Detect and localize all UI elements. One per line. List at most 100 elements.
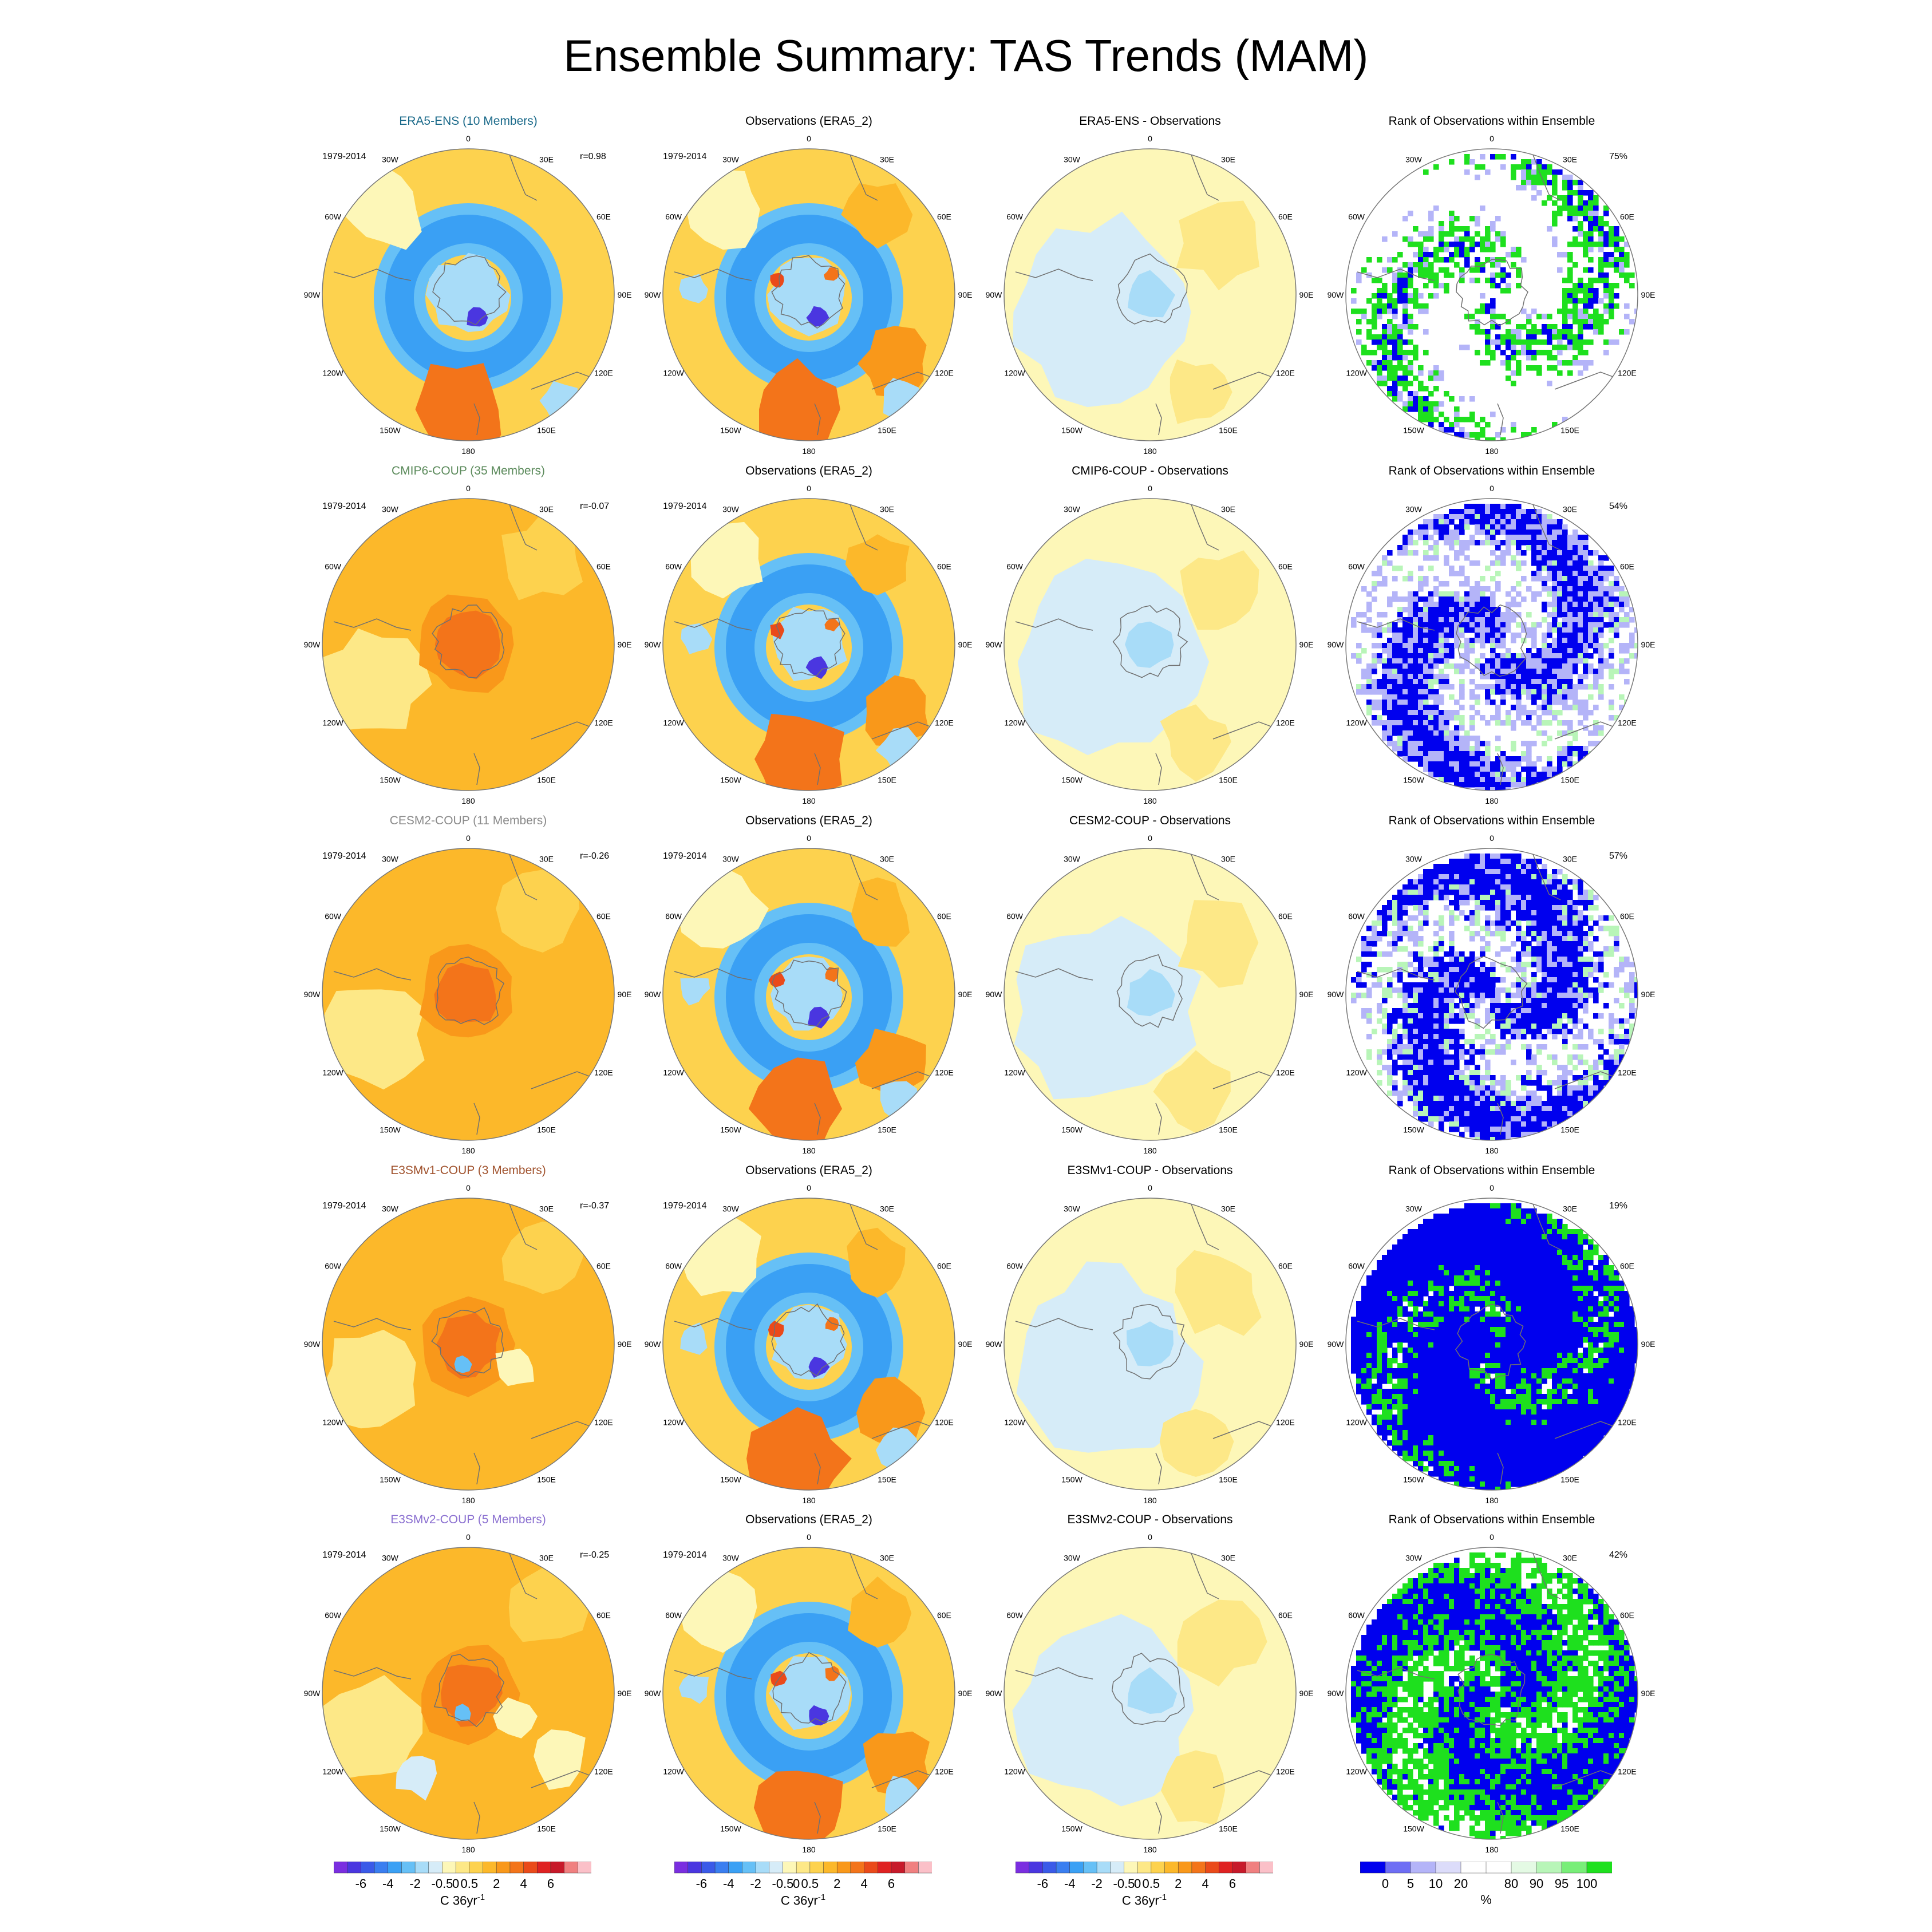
longitude-label: 30E [539, 1204, 554, 1214]
longitude-label: 30W [1064, 155, 1081, 164]
longitude-label: 120W [322, 1068, 343, 1077]
longitude-label: 0 [466, 1532, 471, 1542]
ensemble-map: 0 30E 60E 90E 120E 150E 180 150W 120W 90W 60W 30W [304, 484, 632, 805]
longitude-label: 180 [802, 1496, 816, 1505]
longitude-label: 60W [325, 562, 342, 571]
longitude-label: 90E [1299, 640, 1314, 649]
ensemble-panel-title: E3SMv1-COUP (3 Members) [390, 1164, 546, 1177]
longitude-label: 150W [720, 1125, 741, 1134]
longitude-label: 150W [1061, 1125, 1082, 1134]
rank-panel-title: Rank of Observations within Ensemble [1388, 814, 1595, 827]
longitude-label: 90E [1299, 290, 1314, 299]
map-rim [662, 848, 955, 1141]
rank-panel-title: Rank of Observations within Ensemble [1388, 1513, 1595, 1526]
rank-percent-label: 42% [1609, 1550, 1628, 1560]
longitude-label: 30W [1405, 1204, 1423, 1214]
longitude-label: 150W [720, 1475, 741, 1484]
longitude-label: 90W [986, 1689, 1003, 1698]
longitude-label: 150W [1061, 775, 1082, 784]
colorbar-tick-label: -6 [355, 1876, 367, 1891]
period-label: 1979-2014 [322, 851, 366, 861]
longitude-label: 90E [958, 290, 973, 299]
rank-map: 0 30E 60E 90E 120E 150E 180 150W 120W 90W 60W 30W [1327, 134, 1656, 456]
colorbar-tick-label: 0 [1134, 1876, 1141, 1891]
longitude-label: 30W [382, 505, 399, 514]
longitude-label: 60W [1348, 1611, 1365, 1620]
longitude-label: 90W [304, 290, 321, 299]
longitude-label: 150E [1219, 425, 1238, 434]
longitude-label: 90W [645, 1689, 662, 1698]
longitude-label: 30E [1221, 855, 1235, 864]
longitude-label: 90E [618, 1340, 632, 1349]
longitude-label: 120E [1618, 369, 1637, 378]
longitude-label: 120W [1004, 1068, 1025, 1077]
longitude-label: 150E [537, 1475, 556, 1484]
ensemble-panel-title: ERA5-ENS (10 Members) [399, 114, 538, 128]
period-label: 1979-2014 [322, 152, 366, 161]
longitude-label: 60W [1348, 1262, 1365, 1271]
longitude-label: 120W [1346, 1418, 1367, 1427]
longitude-label: 90E [1641, 990, 1656, 999]
colorbar-tick-label: 6 [887, 1876, 895, 1891]
colorbar-trend-0 [334, 1862, 591, 1874]
longitude-label: 90W [1327, 1689, 1345, 1698]
longitude-label: 120E [1618, 1068, 1637, 1077]
longitude-label: 0 [1148, 484, 1152, 493]
longitude-label: 180 [1485, 1845, 1499, 1854]
longitude-label: 120W [322, 1767, 343, 1776]
longitude-label: 90E [958, 1689, 973, 1698]
longitude-label: 180 [1485, 796, 1499, 805]
longitude-label: 150W [380, 1475, 401, 1484]
longitude-label: 30W [382, 1204, 399, 1214]
longitude-label: 90E [1641, 290, 1656, 299]
longitude-label: 60E [1620, 212, 1634, 222]
longitude-label: 60E [1620, 912, 1634, 921]
longitude-label: 180 [1143, 796, 1157, 805]
longitude-label: 150E [1560, 1824, 1579, 1833]
longitude-label: 90W [986, 1340, 1003, 1349]
longitude-label: 150W [380, 425, 401, 434]
longitude-label: 90E [1299, 1689, 1314, 1698]
longitude-label: 30W [722, 505, 740, 514]
longitude-label: 180 [802, 1146, 816, 1155]
longitude-label: 150E [1219, 775, 1238, 784]
longitude-label: 0 [1490, 1532, 1494, 1542]
longitude-label: 0 [466, 833, 471, 843]
longitude-label: 90E [618, 290, 632, 299]
longitude-label: 30E [1563, 505, 1577, 514]
longitude-label: 90W [304, 1340, 321, 1349]
diff-panel-title: ERA5-ENS - Observations [1079, 114, 1221, 128]
longitude-label: 0 [1490, 1183, 1494, 1192]
map-rim [1003, 848, 1297, 1141]
longitude-label: 120W [322, 718, 343, 728]
longitude-label: 0 [1148, 1183, 1152, 1192]
longitude-label: 90W [1327, 640, 1345, 649]
difference-map: 0 30E 60E 90E 120E 150E 180 150W 120W 90W 60W 30W [986, 484, 1314, 805]
rank-panel-title: Rank of Observations within Ensemble [1388, 1164, 1595, 1177]
longitude-label: 60E [596, 912, 611, 921]
colorbar-tick-label: 2 [1175, 1876, 1182, 1891]
colorbar-tick-label: -4 [722, 1876, 734, 1891]
longitude-label: 60W [665, 1611, 682, 1620]
longitude-label: 60E [1278, 562, 1293, 571]
longitude-label: 90E [1641, 1689, 1656, 1698]
longitude-label: 120W [322, 369, 343, 378]
obs-panel-title: Observations (ERA5_2) [745, 1513, 872, 1526]
rank-map: 0 30E 60E 90E 120E 150E 180 150W 120W 90W 60W 30W [1327, 1532, 1656, 1854]
colorbar-tick-label: 20 [1453, 1876, 1468, 1891]
longitude-label: 0 [1490, 134, 1494, 143]
longitude-label: 60W [1006, 1262, 1024, 1271]
longitude-label: 30E [1221, 155, 1235, 164]
longitude-label: 120E [1276, 718, 1295, 728]
longitude-label: 30W [1064, 505, 1081, 514]
longitude-label: 60W [325, 1262, 342, 1271]
ensemble-map: 0 30E 60E 90E 120E 150E 180 150W 120W 90W 60W 30W [304, 833, 632, 1155]
longitude-label: 120W [1346, 369, 1367, 378]
colorbar-tick-label: 0 [1381, 1876, 1389, 1891]
colorbar-tick-label: 4 [860, 1876, 868, 1891]
colorbar-tick-label: -6 [1037, 1876, 1049, 1891]
longitude-label: 60E [937, 912, 951, 921]
longitude-label: 30E [1563, 855, 1577, 864]
longitude-label: 120E [1276, 1418, 1295, 1427]
